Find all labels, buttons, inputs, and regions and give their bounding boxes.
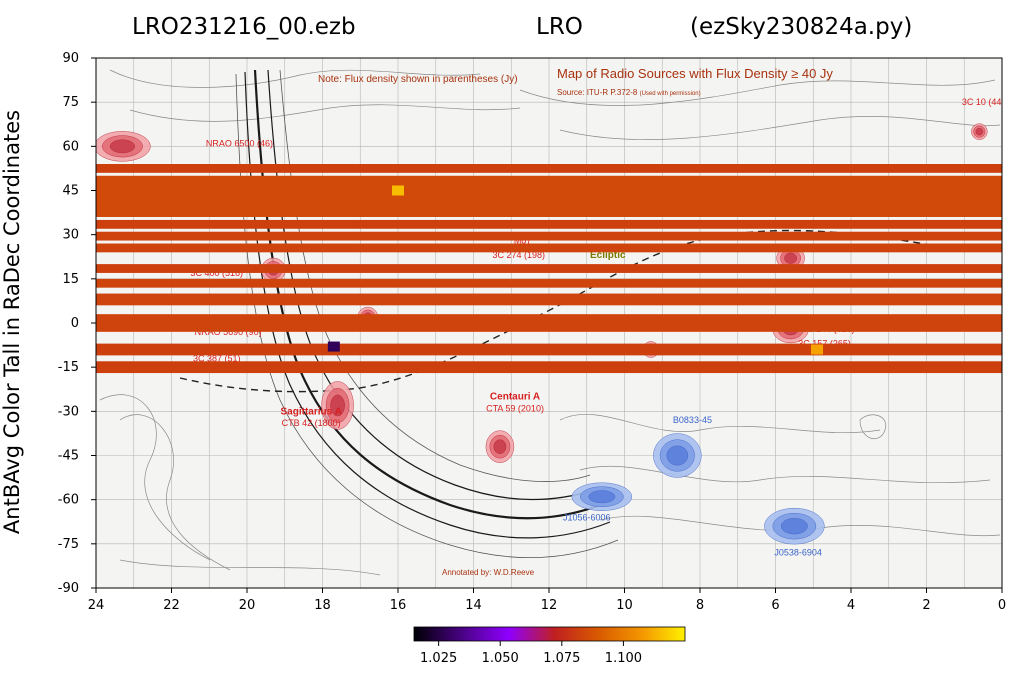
- radio-source-label: 3C 387 (51): [193, 353, 241, 363]
- radio-source-label: CTB 42 (1800): [282, 418, 341, 428]
- colorbar-tick-label: 1.050: [482, 651, 519, 666]
- colorbar-tick-label: 1.100: [605, 651, 642, 666]
- heatmap-hotspot: [811, 344, 824, 355]
- heatmap-strip: [96, 293, 1002, 306]
- x-tick-label: 20: [239, 598, 256, 613]
- chart-title-left: LRO231216_00.ezb: [132, 14, 356, 40]
- y-tick-label: -45: [58, 449, 79, 464]
- contour-line: [129, 104, 521, 122]
- colorbar-tick-label: 1.025: [420, 651, 457, 666]
- colorbar-ticks: 1.025 1.050 1.075 1.100: [420, 641, 642, 666]
- x-tick-label: 4: [847, 598, 855, 613]
- chart-title-right: (ezSky230824a.py): [690, 14, 913, 40]
- y-tick-label: -90: [58, 581, 79, 596]
- map-note: Note: Flux density shown in parentheses …: [318, 74, 518, 85]
- radio-source-blue: [588, 490, 616, 504]
- x-tick-label: 22: [163, 598, 180, 613]
- y-tick-label: -60: [58, 493, 79, 508]
- heatmap-strip: [96, 175, 1002, 217]
- y-tick-label: 15: [62, 272, 79, 287]
- heatmap-strip: [96, 243, 1002, 253]
- map-source-permission: (Used with permission): [640, 91, 701, 97]
- x-axis-ticks: 24 22 20 18 16 14 12 10 8 6 4 2 0: [88, 588, 1006, 613]
- heatmap-hotspot: [327, 341, 340, 352]
- contour-line: [859, 414, 887, 440]
- y-tick-label: 30: [62, 228, 79, 243]
- y-axis-ticks: 90 75 60 45 30 15 0 -15 -30 -45 -60 -75 -90: [58, 51, 96, 596]
- contour-line: [559, 414, 881, 434]
- heatmap-strip: [96, 343, 1002, 356]
- contour-line: [579, 465, 991, 484]
- radio-source-blobs-blue: [571, 433, 825, 545]
- contour-line: [119, 414, 231, 571]
- annotated-by: Annotated by: W.D.Reeve: [442, 568, 535, 577]
- heatmap-strip: [96, 361, 1002, 374]
- radio-source-red: [109, 139, 135, 154]
- heatmap-strip: [96, 314, 1002, 332]
- heatmap-strip: [96, 219, 1002, 229]
- y-tick-label: -30: [58, 404, 79, 419]
- y-tick-label: -75: [58, 537, 79, 552]
- radio-source-label: J1056-6006: [563, 512, 611, 522]
- radio-source-label: 3C 10 (44): [962, 97, 1005, 107]
- x-tick-label: 6: [771, 598, 779, 613]
- y-tick-label: 75: [62, 95, 79, 110]
- contour-line: [519, 79, 996, 106]
- x-tick-label: 14: [465, 598, 482, 613]
- radio-source-label: Sagittarius A: [281, 406, 342, 417]
- map-title: Map of Radio Sources with Flux Density ≥…: [557, 66, 833, 81]
- heatmap-strips: [96, 164, 1002, 374]
- colorbar-tick-label: 1.075: [543, 651, 580, 666]
- x-tick-label: 0: [998, 598, 1006, 613]
- radio-source-red: [784, 252, 797, 264]
- heatmap-strip: [96, 278, 1002, 288]
- x-tick-label: 24: [88, 598, 105, 613]
- x-tick-label: 18: [314, 598, 331, 613]
- chart-title-center: LRO: [536, 14, 583, 40]
- contour-line: [119, 559, 381, 576]
- x-tick-label: 2: [922, 598, 930, 613]
- radio-source-label: 3C 274 (198): [493, 250, 546, 260]
- contour-line: [99, 394, 211, 561]
- y-tick-label: 0: [71, 316, 79, 331]
- ecliptic-label: Ecliptic: [590, 250, 626, 261]
- x-tick-label: 16: [390, 598, 407, 613]
- radio-source-label: 3C 157 (265): [798, 339, 851, 349]
- contour-line: [559, 116, 1001, 140]
- y-tick-label: 45: [62, 184, 79, 199]
- contour-line: [109, 69, 481, 88]
- radio-source-blue: [666, 445, 689, 466]
- radio-source-label: B0833-45: [673, 415, 712, 425]
- map-contours: [99, 69, 1001, 576]
- y-tick-label: 60: [62, 139, 79, 154]
- radio-source-red: [330, 394, 345, 417]
- radio-source-red: [975, 127, 984, 136]
- heatmap-strip: [96, 231, 1002, 241]
- radio-source-label: Centauri A: [490, 392, 540, 403]
- radio-source-label: NRAO 6500 (46): [206, 138, 273, 148]
- radio-source-label: J0538-6904: [774, 548, 822, 558]
- heatmap-strip: [96, 264, 1002, 273]
- x-tick-label: 12: [541, 598, 558, 613]
- radio-source-label: CTA 59 (2010): [486, 403, 544, 413]
- heatmap-strip: [96, 164, 1002, 173]
- heatmap-hotspot: [392, 185, 404, 196]
- radio-source-blue: [780, 518, 808, 535]
- x-tick-label: 10: [616, 598, 633, 613]
- y-tick-label: -15: [58, 360, 79, 375]
- map-source: Source: ITU-R P.372-8 (Used with permiss…: [557, 88, 701, 97]
- x-tick-label: 8: [696, 598, 704, 613]
- y-tick-label: 90: [62, 51, 79, 66]
- radio-source-red: [493, 439, 507, 454]
- heatmap-hotspots: [327, 185, 824, 355]
- map-source-text: Source: ITU-R P.372-8: [557, 88, 638, 97]
- colorbar: [413, 626, 686, 642]
